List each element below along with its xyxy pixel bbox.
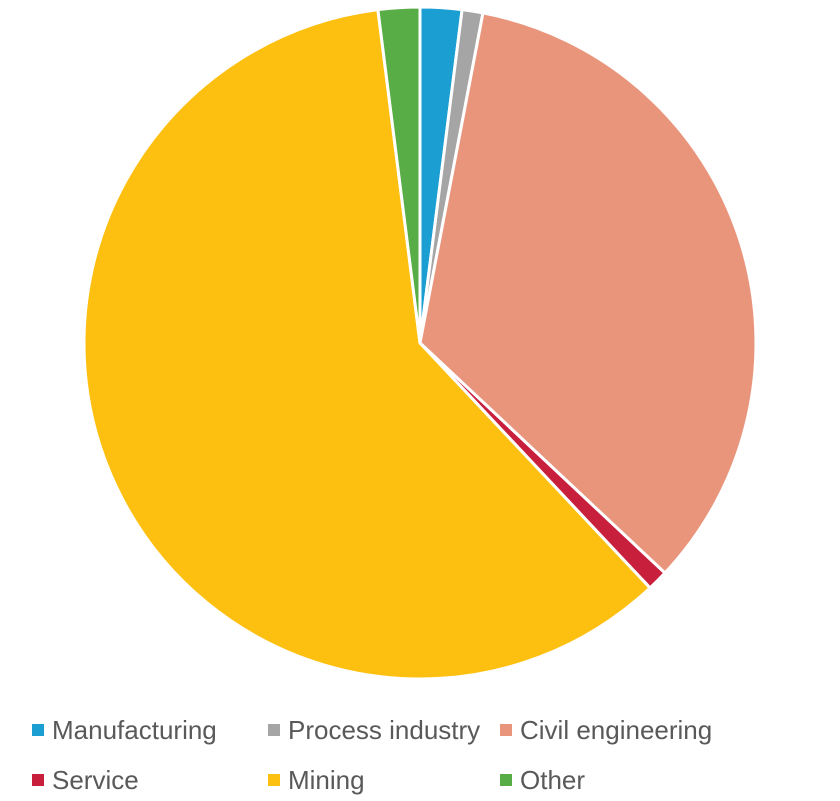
legend-label-civil-engineering: Civil engineering [520, 714, 713, 745]
legend-swatch-other [500, 774, 512, 786]
legend-label-manufacturing: Manufacturing [52, 714, 217, 745]
legend-label-mining: Mining [288, 764, 365, 795]
legend-item-civil-engineering: Civil engineering [500, 710, 800, 750]
legend-label-process-industry: Process industry [288, 714, 481, 745]
legend-item-manufacturing: Manufacturing [32, 710, 268, 750]
pie-slice-mining [82, 8, 652, 681]
legend-swatch-manufacturing [32, 724, 44, 736]
legend-label-other: Other [520, 764, 586, 795]
pie-slice-civil-engineering [418, 11, 758, 575]
legend-swatch-process-industry [268, 724, 280, 736]
legend-swatch-service [32, 774, 44, 786]
legend-item-process-industry: Process industry [268, 710, 500, 750]
legend-item-mining: Mining [268, 760, 500, 800]
legend-item-other: Other [500, 760, 800, 800]
chart-legend: Manufacturing Process industry Civil eng… [32, 710, 822, 800]
legend-swatch-mining [268, 774, 280, 786]
pie-plot-area [82, 5, 758, 681]
legend-swatch-civil-engineering [500, 724, 512, 736]
pie-slice-other [376, 5, 422, 345]
legend-label-service: Service [52, 764, 139, 795]
legend-item-service: Service [32, 760, 268, 800]
